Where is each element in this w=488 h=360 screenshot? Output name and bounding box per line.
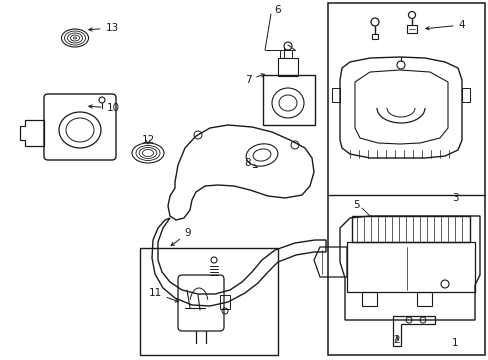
Bar <box>351 216 469 242</box>
Bar <box>220 295 229 309</box>
Text: 12: 12 <box>141 135 154 145</box>
Text: 1: 1 <box>451 338 457 348</box>
Text: 10: 10 <box>89 103 120 113</box>
Bar <box>327 3 484 355</box>
Text: 13: 13 <box>89 23 119 33</box>
Text: 7: 7 <box>244 74 264 85</box>
Text: 5: 5 <box>353 200 360 210</box>
Text: 3: 3 <box>451 193 457 203</box>
Bar <box>361 292 376 306</box>
Bar <box>263 75 314 125</box>
Bar <box>406 25 416 33</box>
Bar <box>140 248 278 355</box>
Bar <box>416 292 431 306</box>
Bar <box>346 242 474 292</box>
Text: 6: 6 <box>274 5 281 15</box>
Text: 4: 4 <box>425 20 465 30</box>
Text: 8: 8 <box>244 158 257 168</box>
Text: 2: 2 <box>393 335 400 345</box>
Text: 11: 11 <box>148 288 178 302</box>
Text: 9: 9 <box>171 228 191 246</box>
Bar <box>371 34 377 39</box>
Bar <box>278 58 297 76</box>
